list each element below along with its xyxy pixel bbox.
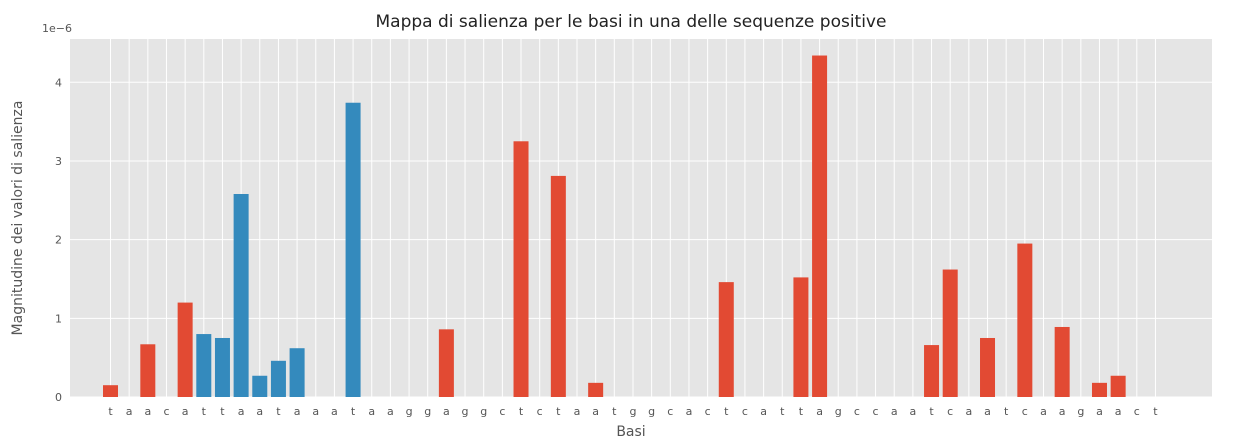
bar	[345, 102, 361, 397]
x-tick-label: t	[724, 405, 729, 418]
x-tick-label: c	[947, 405, 953, 418]
x-tick-label: g	[406, 405, 413, 418]
bar	[980, 337, 996, 397]
y-tick-labels: 0 1 2 3 4	[55, 76, 62, 404]
bar	[103, 385, 118, 397]
bar	[270, 360, 286, 397]
y-tick-label: 4	[55, 76, 62, 89]
bar	[214, 337, 230, 397]
x-tick-label: a	[294, 405, 301, 418]
x-tick-label: a	[126, 405, 133, 418]
x-tick-label: c	[537, 405, 543, 418]
bar	[252, 375, 268, 397]
y-tick-label: 1	[55, 312, 62, 325]
bar	[289, 348, 305, 397]
x-tick-label: g	[462, 405, 469, 418]
x-tick-label: t	[108, 405, 113, 418]
x-tick-label: a	[965, 405, 972, 418]
x-tick-label: a	[182, 405, 189, 418]
x-tick-label: g	[424, 405, 431, 418]
bar	[140, 344, 156, 397]
x-tick-label: a	[256, 405, 263, 418]
x-tick-label: t	[1153, 405, 1158, 418]
x-tick-label: c	[499, 405, 505, 418]
x-tick-label: g	[629, 405, 636, 418]
chart-title: Mappa di salienza per le basi in una del…	[376, 12, 887, 32]
x-tick-label: a	[331, 405, 338, 418]
x-tick-label: a	[443, 405, 450, 418]
y-offset-label: 1e−6	[42, 22, 72, 35]
x-tick-label: a	[1040, 405, 1047, 418]
bar	[233, 194, 249, 397]
x-tick-label: t	[556, 405, 561, 418]
x-tick-label: t	[519, 405, 524, 418]
x-tick-label: g	[835, 405, 842, 418]
x-tick-label: t	[276, 405, 281, 418]
x-tick-label: a	[1059, 405, 1066, 418]
x-tick-label: a	[1115, 405, 1122, 418]
x-tick-label: t	[351, 405, 356, 418]
x-tick-label: g	[1077, 405, 1084, 418]
x-tick-label: a	[238, 405, 245, 418]
x-tick-label: a	[387, 405, 394, 418]
x-tick-label: a	[1096, 405, 1103, 418]
x-tick-label: t	[929, 405, 934, 418]
x-tick-label: c	[667, 405, 673, 418]
y-tick-label: 2	[55, 234, 62, 247]
x-tick-label: c	[1022, 405, 1028, 418]
x-tick-label: a	[592, 405, 599, 418]
x-tick-label: t	[220, 405, 225, 418]
x-tick-label: t	[780, 405, 785, 418]
x-tick-label: a	[368, 405, 375, 418]
x-tick-label: c	[705, 405, 711, 418]
x-tick-label: c	[854, 405, 860, 418]
x-tick-label: t	[1004, 405, 1009, 418]
x-tick-label: c	[1134, 405, 1140, 418]
bar	[793, 277, 809, 397]
x-axis-label: Basi	[616, 424, 645, 440]
bar	[196, 334, 212, 397]
bar	[550, 175, 566, 397]
x-tick-label: a	[816, 405, 823, 418]
x-tick-label: a	[312, 405, 319, 418]
bar	[588, 382, 604, 397]
x-tick-label: a	[574, 405, 581, 418]
bar	[177, 302, 193, 397]
bar	[924, 345, 940, 397]
y-tick-label: 3	[55, 155, 62, 168]
x-tick-label: a	[984, 405, 991, 418]
bar	[1091, 382, 1107, 397]
x-tick-label: c	[163, 405, 169, 418]
bar	[438, 329, 454, 397]
x-tick-label: g	[648, 405, 655, 418]
bar	[1110, 375, 1126, 397]
x-tick-label: t	[612, 405, 617, 418]
bar	[942, 269, 958, 397]
x-tick-label: c	[873, 405, 879, 418]
x-tick-label: a	[891, 405, 898, 418]
bar	[812, 55, 828, 398]
y-axis-label: Magnitudine dei valori di salienza	[10, 101, 26, 336]
y-tick-label: 0	[55, 391, 62, 404]
x-tick-label: a	[144, 405, 151, 418]
bar	[1054, 326, 1070, 397]
x-tick-label: c	[742, 405, 748, 418]
bar	[718, 282, 734, 397]
x-tick-label: a	[910, 405, 917, 418]
bars	[103, 55, 1126, 398]
x-tick-label: g	[480, 405, 487, 418]
x-tick-label: a	[686, 405, 693, 418]
bar	[1017, 243, 1033, 397]
x-tick-label: t	[202, 405, 207, 418]
x-tick-label: t	[799, 405, 804, 418]
x-tick-label: a	[760, 405, 767, 418]
bar	[513, 141, 529, 397]
